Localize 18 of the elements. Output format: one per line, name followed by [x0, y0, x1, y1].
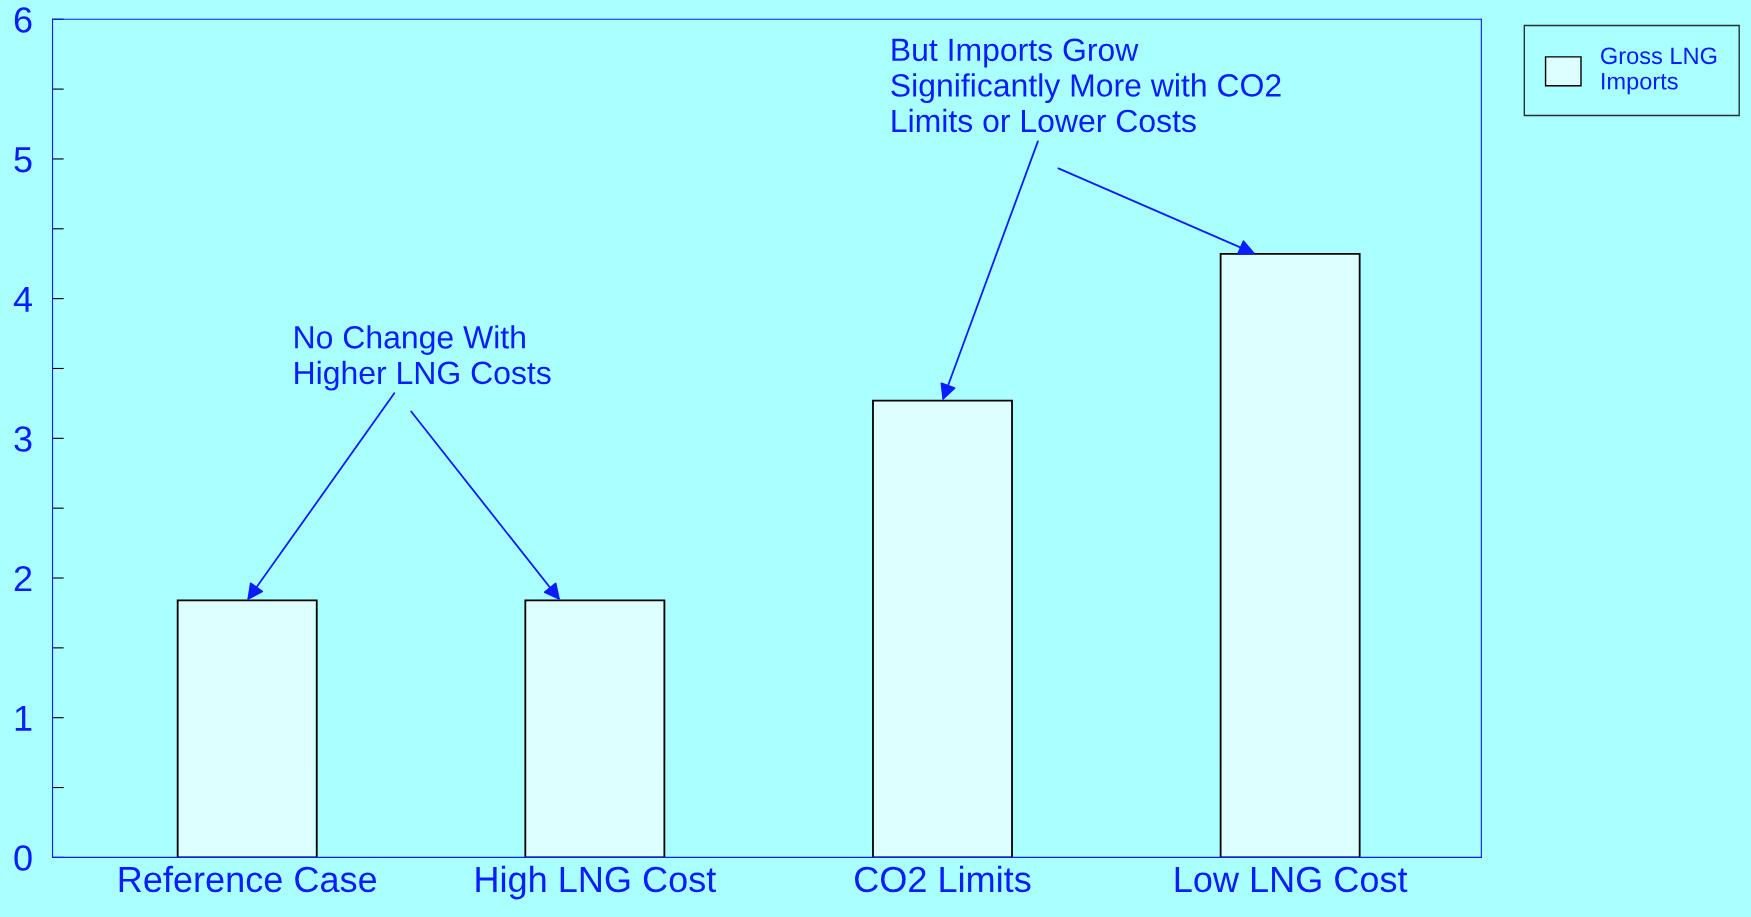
bar [524, 599, 666, 858]
y-tick-label: 2 [14, 565, 32, 592]
x-tick-label: Low LNG Cost [1175, 866, 1408, 893]
annotation: But Imports Grow Significantly More with CO2 Limits or Lower Costs [891, 38, 1281, 133]
bar [176, 599, 318, 858]
bar [872, 399, 1013, 858]
legend-label: Gross LNG Imports [1601, 47, 1717, 95]
y-tick-label: 0 [14, 845, 32, 871]
y-tick-label: 4 [13, 286, 33, 312]
x-tick-label: High LNG Cost [476, 865, 717, 900]
y-tick-label: 6 [14, 7, 32, 33]
y-tick-label: 5 [14, 147, 32, 173]
y-tick-label: 3 [14, 426, 32, 452]
x-tick-label: Reference Case [119, 865, 377, 893]
bar [1219, 253, 1361, 858]
y-tick-label: 1 [15, 705, 32, 731]
annotation: No Change With Higher LNG Costs [295, 325, 551, 391]
x-tick-label: CO2 Limits [855, 865, 1031, 893]
